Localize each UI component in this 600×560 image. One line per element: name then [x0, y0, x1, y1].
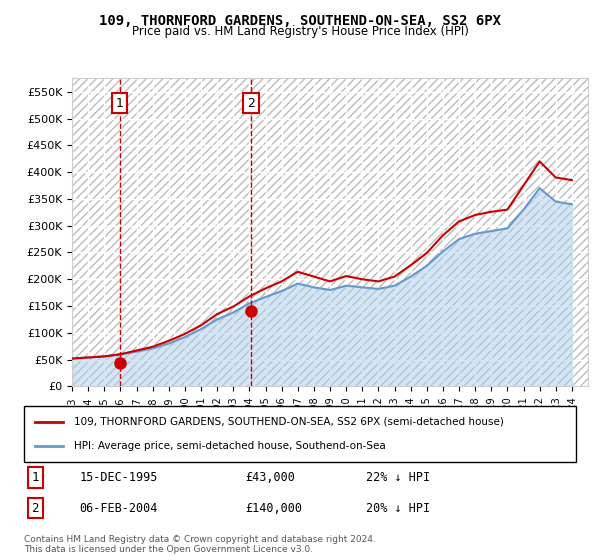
Text: 15-DEC-1995: 15-DEC-1995: [79, 471, 158, 484]
Text: 06-FEB-2004: 06-FEB-2004: [79, 502, 158, 515]
Text: Contains HM Land Registry data © Crown copyright and database right 2024.
This d: Contains HM Land Registry data © Crown c…: [24, 535, 376, 554]
Text: 109, THORNFORD GARDENS, SOUTHEND-ON-SEA, SS2 6PX (semi-detached house): 109, THORNFORD GARDENS, SOUTHEND-ON-SEA,…: [74, 417, 503, 427]
Text: Price paid vs. HM Land Registry's House Price Index (HPI): Price paid vs. HM Land Registry's House …: [131, 25, 469, 38]
Text: 1: 1: [116, 96, 124, 110]
Text: 20% ↓ HPI: 20% ↓ HPI: [366, 502, 430, 515]
Text: 2: 2: [247, 96, 255, 110]
Text: £43,000: £43,000: [245, 471, 295, 484]
Text: 2: 2: [31, 502, 39, 515]
Text: £140,000: £140,000: [245, 502, 302, 515]
Text: HPI: Average price, semi-detached house, Southend-on-Sea: HPI: Average price, semi-detached house,…: [74, 441, 385, 451]
Text: 22% ↓ HPI: 22% ↓ HPI: [366, 471, 430, 484]
Text: 1: 1: [31, 471, 39, 484]
Text: 109, THORNFORD GARDENS, SOUTHEND-ON-SEA, SS2 6PX: 109, THORNFORD GARDENS, SOUTHEND-ON-SEA,…: [99, 14, 501, 28]
FancyBboxPatch shape: [24, 406, 576, 462]
